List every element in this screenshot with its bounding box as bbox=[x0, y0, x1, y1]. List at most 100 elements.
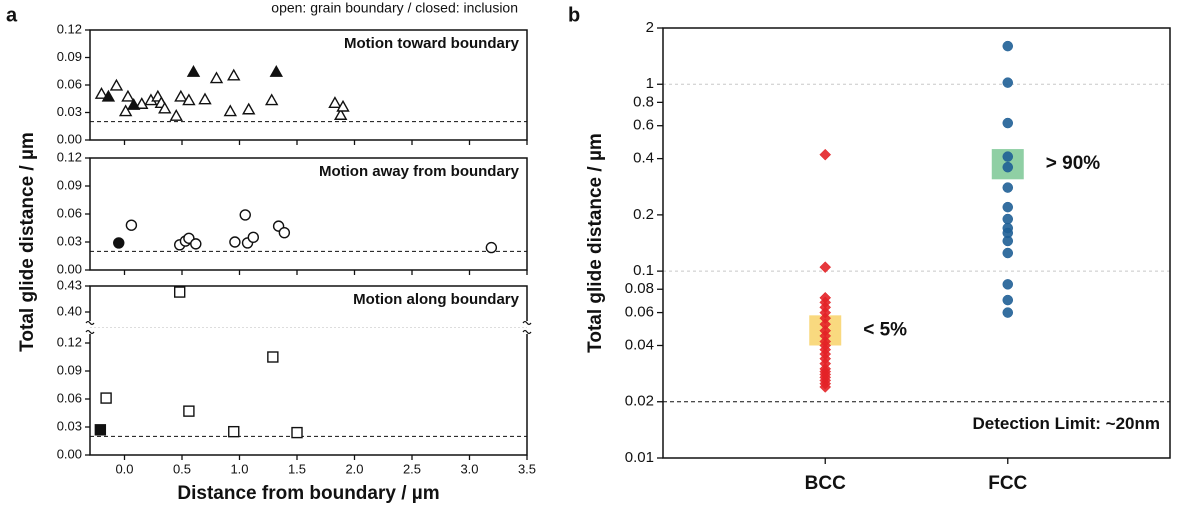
point bbox=[1002, 117, 1014, 129]
point bbox=[223, 104, 237, 117]
point bbox=[1002, 213, 1014, 225]
point bbox=[118, 104, 133, 117]
point bbox=[229, 236, 241, 248]
y-tick-label: 0.09 bbox=[57, 177, 82, 192]
y-tick-label: 0.6 bbox=[633, 117, 654, 134]
point bbox=[242, 102, 256, 115]
point bbox=[1002, 247, 1014, 259]
y-tick-label: 0.12 bbox=[57, 21, 82, 36]
x-tick-label: BCC bbox=[805, 473, 846, 494]
point bbox=[109, 78, 124, 91]
point bbox=[135, 97, 149, 109]
subplot-title: Motion toward boundary bbox=[344, 35, 520, 52]
x-tick-label: 0.0 bbox=[115, 461, 133, 476]
panel-label: a bbox=[6, 4, 18, 26]
point bbox=[819, 381, 832, 393]
point bbox=[328, 96, 342, 109]
point bbox=[1002, 201, 1014, 213]
point bbox=[1002, 279, 1014, 290]
point bbox=[173, 286, 186, 298]
point bbox=[1002, 294, 1014, 306]
point bbox=[1002, 40, 1014, 52]
subplot-title: Motion away from boundary bbox=[319, 163, 520, 180]
plot-frame bbox=[662, 27, 1171, 459]
marker-note: open: grain boundary / closed: inclusion bbox=[271, 0, 518, 16]
y-tick-label: 0.06 bbox=[57, 76, 82, 91]
x-tick-label: 1.0 bbox=[230, 461, 248, 476]
point bbox=[158, 101, 172, 114]
point bbox=[1002, 151, 1014, 162]
y-tick-label: 0.01 bbox=[625, 449, 654, 466]
point bbox=[1002, 182, 1014, 193]
point bbox=[182, 93, 196, 106]
axis-break bbox=[85, 320, 95, 335]
point bbox=[291, 426, 303, 439]
y-tick-label: 0.1 bbox=[633, 262, 654, 279]
point bbox=[278, 226, 291, 239]
point bbox=[174, 89, 188, 102]
point bbox=[265, 93, 279, 106]
y-tick-label: 0.12 bbox=[57, 149, 82, 164]
y-tick-label: 0.09 bbox=[57, 362, 82, 377]
subplot-title: Motion along boundary bbox=[353, 291, 519, 308]
point bbox=[1002, 161, 1014, 173]
x-tick-label: FCC bbox=[988, 473, 1027, 494]
point bbox=[190, 238, 202, 250]
x-tick-label: 2.5 bbox=[403, 461, 421, 476]
y-tick-label: 0.8 bbox=[633, 93, 654, 110]
threshold-label: Detection Limit: ~20nm bbox=[972, 414, 1160, 433]
y-tick-label: 0.06 bbox=[625, 304, 654, 321]
point bbox=[239, 209, 251, 221]
point bbox=[267, 351, 279, 363]
y-tick-label: 0.03 bbox=[57, 418, 82, 433]
point bbox=[485, 241, 498, 254]
point bbox=[227, 68, 241, 81]
x-tick-label: 3.0 bbox=[460, 461, 478, 476]
y-axis-label: Total glide distance / µm bbox=[585, 133, 606, 353]
y-tick-label: 1 bbox=[646, 75, 654, 92]
point bbox=[183, 405, 195, 417]
y-tick-label: 0.06 bbox=[57, 205, 82, 220]
y-tick-label: 0.09 bbox=[57, 49, 82, 64]
point bbox=[101, 89, 116, 102]
y-tick-label: 2 bbox=[646, 19, 654, 36]
y-tick-label: 0.04 bbox=[625, 336, 654, 353]
point bbox=[121, 89, 135, 102]
point bbox=[247, 231, 260, 244]
highlight-label: < 5% bbox=[863, 319, 907, 340]
point bbox=[1002, 77, 1014, 88]
x-tick-label: 2.0 bbox=[345, 461, 363, 476]
point bbox=[269, 64, 283, 77]
x-tick-label: 1.5 bbox=[288, 461, 306, 476]
point bbox=[100, 392, 112, 404]
y-tick-label: 0.08 bbox=[625, 280, 654, 297]
axis-break bbox=[522, 320, 532, 335]
plot-frame bbox=[89, 285, 528, 456]
point bbox=[819, 148, 832, 161]
point bbox=[94, 86, 109, 99]
x-tick-label: 0.5 bbox=[173, 461, 191, 476]
point bbox=[334, 108, 348, 120]
y-tick-label: 0.03 bbox=[57, 233, 82, 248]
point bbox=[169, 108, 183, 121]
y-tick-label: 0.00 bbox=[57, 261, 82, 276]
point bbox=[336, 99, 350, 112]
y-tick-label: 0.12 bbox=[57, 334, 82, 349]
y-tick-label: 0.03 bbox=[57, 104, 82, 119]
point bbox=[125, 219, 138, 231]
y-tick-label: 0.06 bbox=[57, 390, 82, 405]
highlight-label: > 90% bbox=[1046, 153, 1101, 174]
x-axis-label: Distance from boundary / µm bbox=[177, 483, 439, 504]
point bbox=[198, 92, 212, 105]
panel-label: b bbox=[568, 4, 580, 26]
y-tick-label: 0.00 bbox=[57, 446, 82, 461]
point bbox=[94, 424, 107, 436]
point bbox=[228, 425, 240, 438]
point bbox=[186, 64, 201, 77]
point bbox=[1002, 235, 1014, 247]
y-tick-label: 0.2 bbox=[633, 206, 654, 223]
point bbox=[1002, 307, 1014, 318]
x-tick-label: 3.5 bbox=[518, 461, 536, 476]
y-tick-label: 0.40 bbox=[57, 303, 82, 318]
